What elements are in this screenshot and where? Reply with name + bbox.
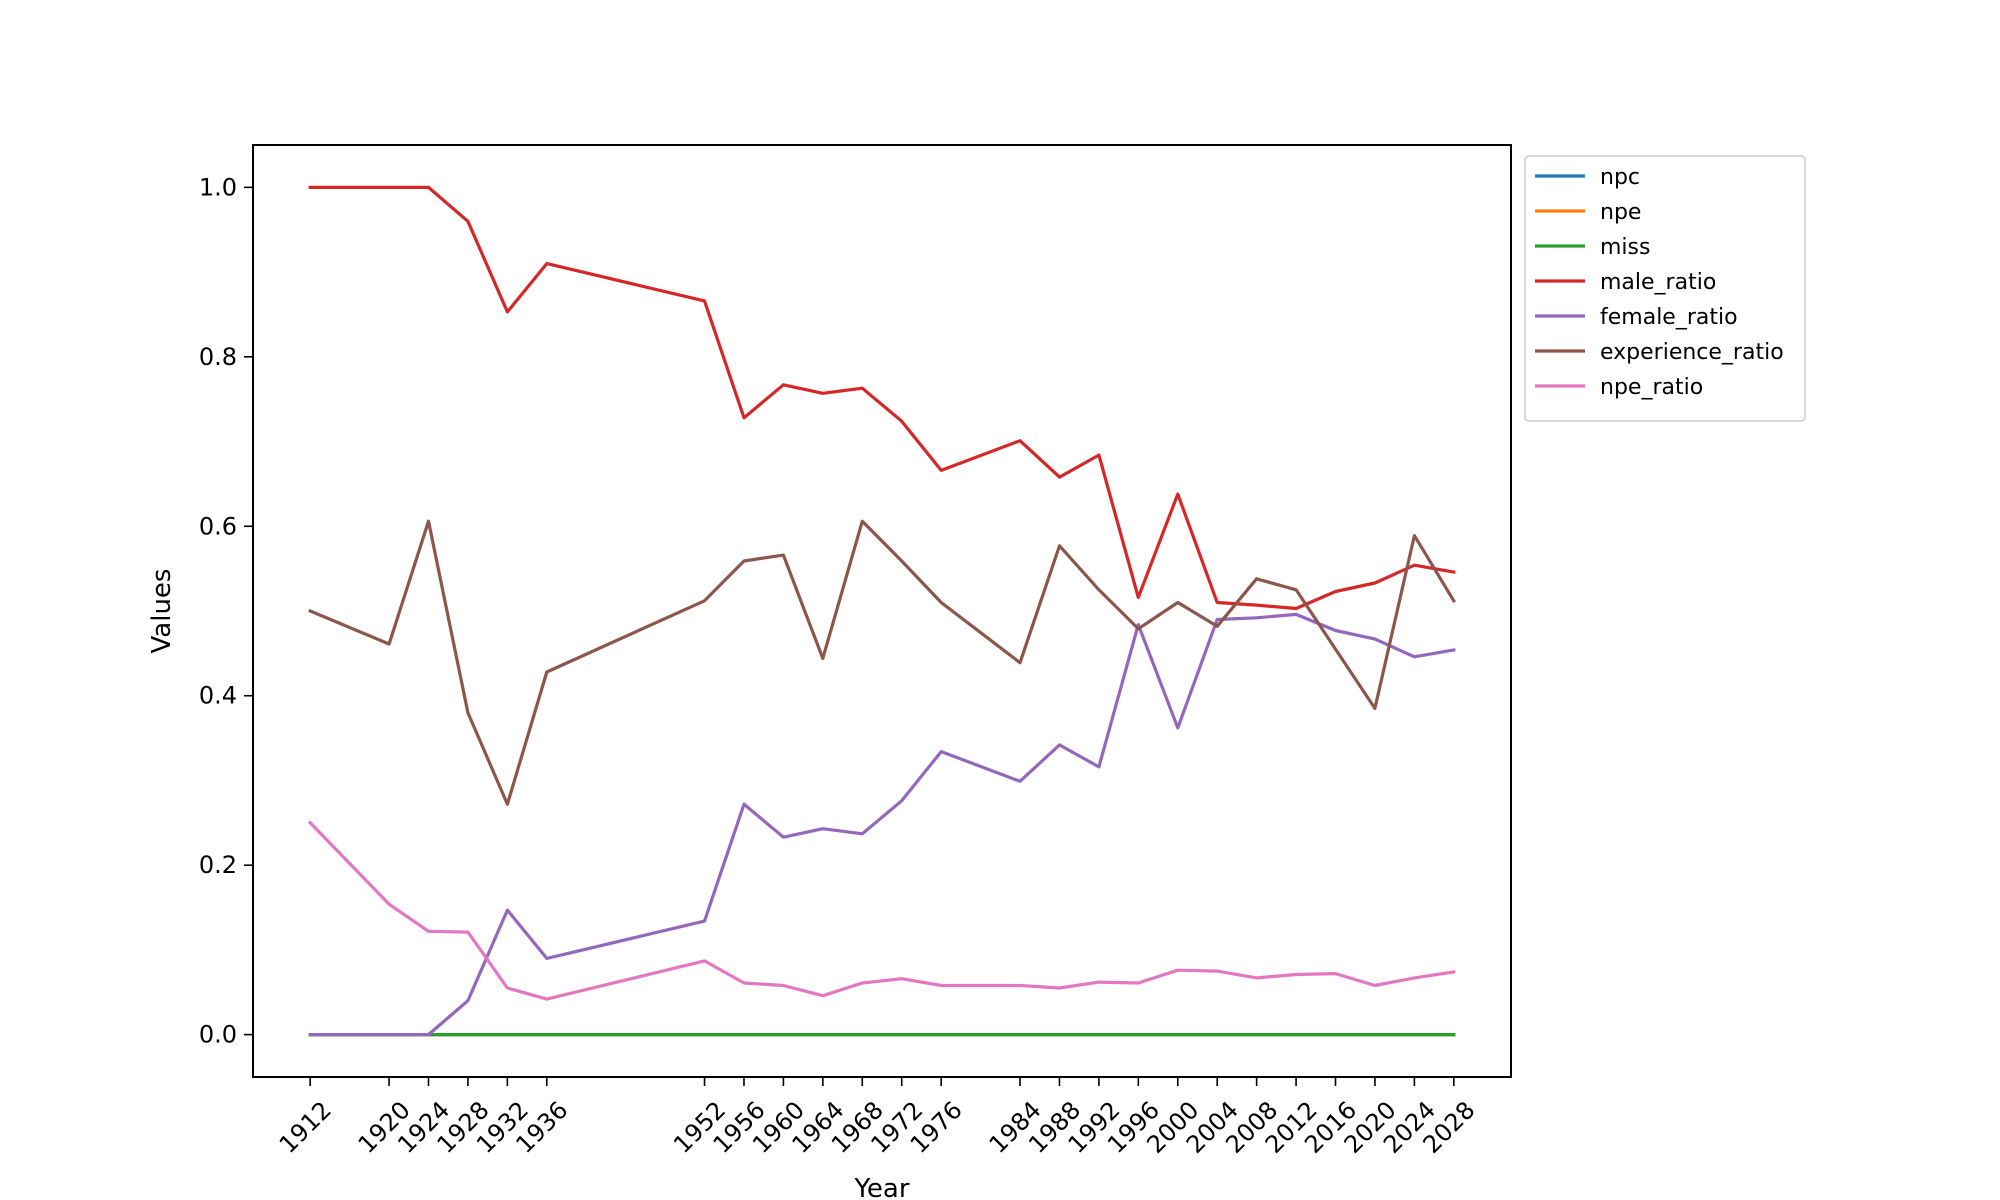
legend-label-female-ratio: female_ratio (1600, 305, 1738, 330)
y-tick-label: 0.8 (199, 343, 237, 371)
x-axis-label: Year (853, 1174, 909, 1200)
series-layer (307, 185, 1456, 1037)
y-axis: 0.0 0.2 0.4 0.6 0.8 1.0 (199, 173, 253, 1049)
y-tick-label: 1.0 (199, 173, 237, 201)
legend-label-experience-ratio: experience_ratio (1600, 340, 1784, 365)
x-tick-label: 1912 (274, 1096, 337, 1159)
y-tick-label: 0.6 (199, 512, 237, 540)
legend: npc npe miss male_ratio female_ratio experien… (1524, 155, 1806, 422)
series-line-npe-ratio (307, 820, 1456, 1001)
legend-label-miss: miss (1600, 235, 1650, 260)
series-line-female-ratio (308, 612, 1456, 1037)
series-line-male-ratio (308, 185, 1456, 611)
legend-label-npe-ratio: npe_ratio (1600, 375, 1703, 400)
y-tick-label: 0.2 (199, 851, 237, 879)
y-tick-label: 0.0 (199, 1021, 237, 1049)
legend-label-male-ratio: male_ratio (1600, 270, 1716, 295)
series-line-experience-ratio (308, 519, 1456, 806)
y-tick-label: 0.4 (199, 682, 237, 710)
legend-box (1524, 155, 1806, 422)
y-axis-label: Values (147, 569, 177, 654)
legend-label-npe: npe (1600, 200, 1641, 225)
legend-label-npc: npc (1600, 165, 1640, 190)
axes-frame (252, 144, 1512, 1078)
